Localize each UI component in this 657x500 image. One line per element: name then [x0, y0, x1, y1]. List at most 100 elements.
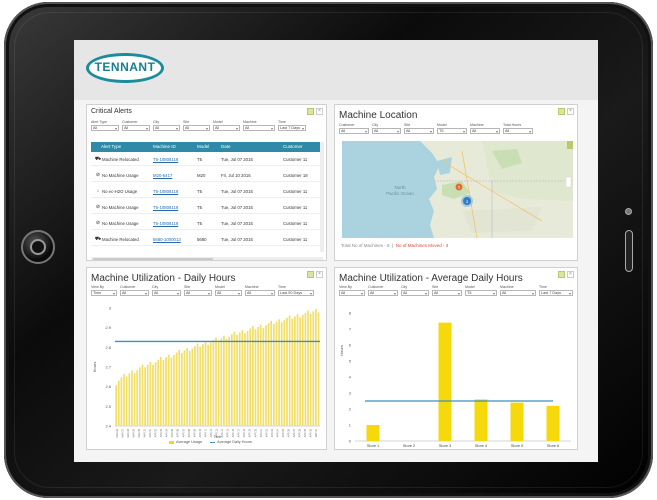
map-graphic: North Pacific Ocean 3 5: [386, 141, 573, 238]
filter-select[interactable]: All: [470, 128, 500, 134]
filter-select[interactable]: All: [368, 290, 398, 296]
machine-id-link[interactable]: M20-6417: [153, 173, 173, 178]
bar: [202, 344, 204, 426]
logo-text: TENNANT: [94, 60, 156, 74]
filter-select[interactable]: All: [152, 290, 181, 296]
close-icon[interactable]: ×: [316, 271, 323, 278]
filter-site: Site All: [184, 285, 212, 296]
bar: [299, 317, 302, 426]
filter-select[interactable]: All: [339, 128, 369, 134]
x-tick-label: APR 17: [238, 428, 241, 437]
side-button[interactable]: [625, 230, 633, 272]
filter-select[interactable]: All: [432, 290, 462, 296]
bar: [244, 333, 246, 426]
filter-label: Model: [215, 285, 225, 289]
filter-select[interactable]: Last 90 Days: [278, 290, 314, 296]
alert-type-text: No Machine Usage: [102, 220, 139, 226]
bar: [438, 322, 452, 441]
machine-id-link[interactable]: 5680-1000013: [153, 237, 181, 242]
bar: [128, 373, 131, 426]
export-icon[interactable]: [307, 271, 314, 278]
model-cell: T5: [197, 189, 203, 194]
bar: [170, 357, 173, 426]
y-tick-label: 2.5: [105, 404, 111, 409]
filter-select[interactable]: All: [503, 128, 533, 134]
average-hours-chart: 0 1 2 3 4 5 6 7 8 Hours Store 1 Store 2 Store 3 Store…: [339, 311, 571, 448]
close-icon[interactable]: ×: [316, 108, 323, 115]
filter-select[interactable]: All: [153, 125, 180, 131]
table-row[interactable]: ⊘ No Machine Usage T5-10808119 T5 Tue, Jul 0…: [91, 201, 323, 214]
filter-label: Site: [183, 120, 190, 124]
filter-site: Site All: [404, 123, 434, 134]
filter-select[interactable]: All: [184, 290, 212, 296]
alert-type-cell: ⛟ Machine Relocated: [91, 153, 153, 165]
filter-total-hours: Total Hours All: [503, 123, 533, 134]
bar: [196, 343, 199, 426]
bar: [283, 320, 286, 426]
table-row[interactable]: ⛟ Machine Relocated 5680-1000013 5680 Tue, J…: [91, 233, 323, 246]
bar: [294, 316, 296, 426]
table-row[interactable]: ⛟ Machine Relocated T5-10808119 T5 Tue, Jul …: [91, 153, 323, 166]
filter-select[interactable]: Last 7 Days: [278, 125, 306, 131]
filter-select[interactable]: All: [243, 125, 275, 131]
tennant-logo[interactable]: TENNANT: [86, 53, 164, 83]
x-tick-label: APR 09: [193, 428, 196, 437]
export-icon[interactable]: [558, 108, 565, 115]
vertical-scrollbar[interactable]: [320, 142, 324, 252]
bar: [280, 322, 283, 426]
machine-id-link[interactable]: T5-10808119: [153, 189, 179, 194]
y-tick-label: 2.4: [105, 424, 111, 429]
horizontal-scrollbar[interactable]: [91, 257, 323, 260]
y-tick-label: 2.8: [105, 345, 111, 350]
bar: [254, 329, 257, 426]
filter-select[interactable]: All: [91, 125, 119, 131]
bar: [125, 376, 128, 426]
x-tick-label: APR 24: [276, 428, 279, 437]
close-icon[interactable]: ×: [567, 108, 574, 115]
filter-label: Site: [432, 285, 439, 289]
filter-site: Site All: [432, 285, 462, 296]
column-header[interactable]: Model: [197, 144, 210, 149]
filter-select[interactable]: All: [339, 290, 365, 296]
export-icon[interactable]: [558, 271, 565, 278]
bar: [230, 334, 233, 426]
filter-select[interactable]: All: [215, 290, 242, 296]
filter-select[interactable]: Time: [91, 290, 117, 296]
filter-select[interactable]: All: [245, 290, 275, 296]
bar: [225, 338, 228, 426]
filter-select[interactable]: All: [213, 125, 240, 131]
export-icon[interactable]: [307, 108, 314, 115]
close-icon[interactable]: ×: [567, 271, 574, 278]
machine-map[interactable]: North Pacific Ocean 3 5: [342, 141, 573, 238]
bar: [115, 385, 118, 426]
column-header[interactable]: Date: [221, 144, 231, 149]
filter-select[interactable]: Last 7 Days: [539, 290, 573, 296]
filter-select[interactable]: All: [500, 290, 536, 296]
machine-id-link[interactable]: T5-10808119: [153, 157, 179, 162]
table-row[interactable]: ⊘ No Machine Usage M20-6417 M20 Fri, Jul 10 …: [91, 169, 323, 182]
column-header[interactable]: Machine ID: [153, 144, 176, 149]
filter-select[interactable]: All: [401, 290, 429, 296]
table-row[interactable]: ⊘ No Machine Usage T5-10808119 T5 Tue, Jul 0…: [91, 217, 323, 230]
filter-select[interactable]: T5: [437, 128, 467, 134]
home-button[interactable]: [21, 230, 55, 264]
filter-select[interactable]: All: [122, 125, 150, 131]
filter-select[interactable]: All: [120, 290, 149, 296]
filter-select[interactable]: All: [183, 125, 210, 131]
filter-select[interactable]: All: [372, 128, 401, 134]
machine-id-link[interactable]: T5-10808119: [153, 221, 179, 226]
column-header[interactable]: Customer: [283, 144, 303, 149]
x-tick-label: APR 10: [199, 428, 202, 437]
bar: [257, 326, 259, 426]
x-tick-label: MAR 31: [143, 428, 146, 437]
column-header[interactable]: Alert Type: [101, 144, 122, 149]
x-tick-label: MAR 27: [121, 428, 124, 437]
filter-label: View By: [339, 285, 352, 289]
bar: [194, 346, 196, 426]
table-row[interactable]: ↓ No ec-H2O Usage T5-10808119 T5 Tue, Jul 07…: [91, 185, 323, 198]
machine-id-link[interactable]: T5-10808119: [153, 205, 179, 210]
filter-select[interactable]: All: [404, 128, 434, 134]
filter-select[interactable]: T5: [465, 290, 497, 296]
x-tick-label: Store 2: [403, 444, 415, 448]
